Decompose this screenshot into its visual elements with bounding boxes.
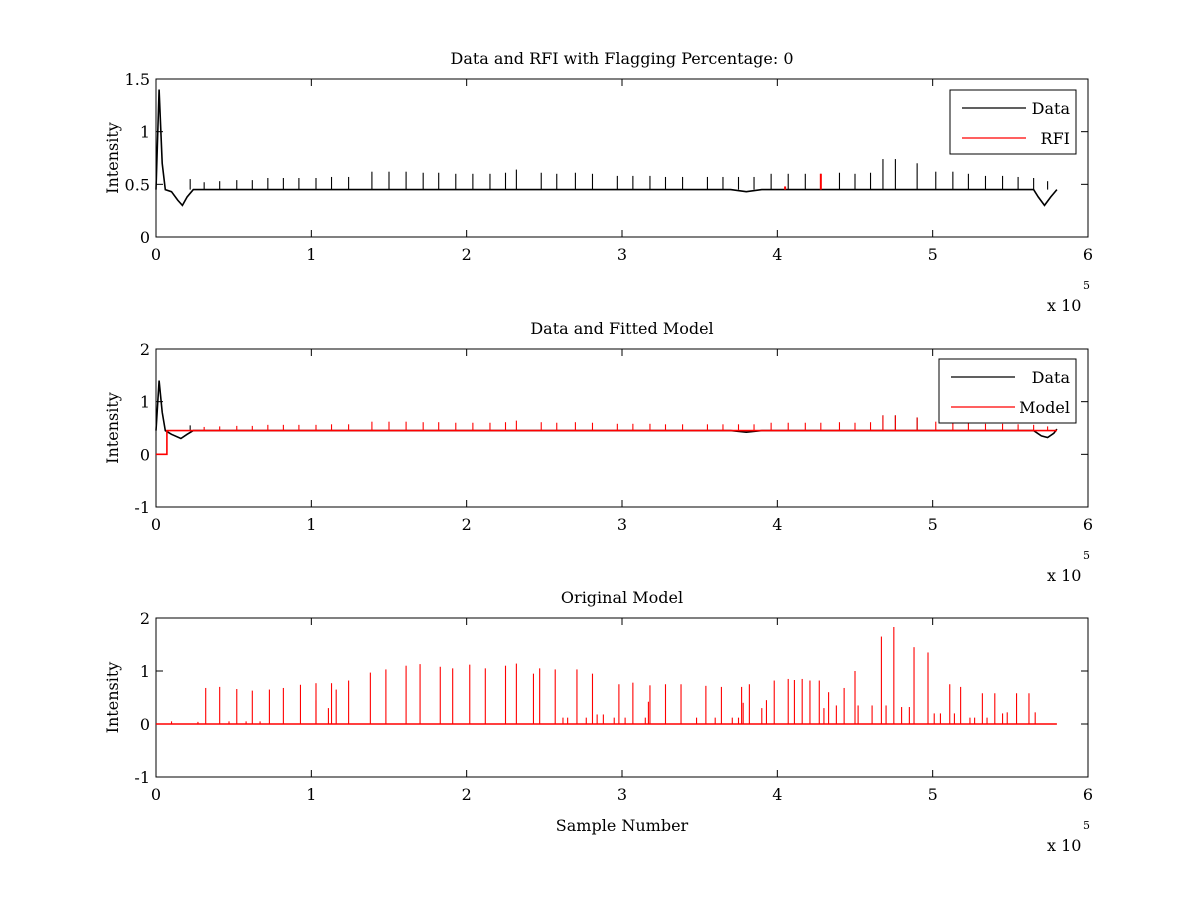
x-tick-label: 1	[306, 245, 316, 264]
x-multiplier-exponent: 5	[1083, 549, 1090, 562]
x-tick-label: 3	[617, 245, 627, 264]
series-line	[156, 627, 1057, 725]
x-tick-label: 2	[462, 245, 472, 264]
y-tick-label: 0.5	[125, 175, 150, 194]
y-tick-label: 1	[140, 123, 150, 142]
x-tick-label: 6	[1083, 785, 1093, 804]
legend-box	[949, 89, 1077, 155]
x-tick-label: 5	[928, 245, 938, 264]
x-tick-label: 5	[928, 515, 938, 534]
x-tick-label: 1	[306, 515, 316, 534]
legend-box	[938, 358, 1077, 424]
y-axis-label: Intensity	[103, 662, 122, 734]
x-tick-label: 0	[151, 245, 161, 264]
x-multiplier-exponent: 5	[1083, 819, 1090, 832]
x-tick-label: 4	[772, 785, 782, 804]
series-baseline	[156, 429, 1057, 456]
y-tick-label: 0	[140, 715, 150, 734]
x-multiplier: x 10	[1047, 836, 1081, 855]
axes-frame	[155, 78, 1089, 238]
x-multiplier: x 10	[1047, 296, 1081, 315]
x-multiplier: x 10	[1047, 566, 1081, 585]
y-tick-label: 1	[140, 662, 150, 681]
x-tick-label: 6	[1083, 245, 1093, 264]
y-tick-label: 1.5	[125, 70, 150, 89]
y-axis-label: Intensity	[103, 392, 122, 464]
legend-label: Data	[1032, 368, 1071, 387]
legend-label: Model	[1019, 398, 1070, 417]
y-tick-label: 2	[140, 340, 150, 359]
series-baseline	[155, 89, 1058, 207]
x-tick-label: 0	[151, 785, 161, 804]
axes-frame	[155, 617, 1089, 778]
x-multiplier-exponent: 5	[1083, 279, 1090, 292]
series-model	[156, 415, 1057, 456]
y-tick-label: 0	[140, 228, 150, 247]
x-tick-label: 1	[306, 785, 316, 804]
subplot-1: 0 1 2 3 4 5 6 0 0.5 1 1.5 Data and RFI with Flaggin…	[103, 49, 1093, 315]
y-tick-label: 0	[140, 445, 150, 464]
x-tick-label: 4	[772, 245, 782, 264]
series-rfi	[784, 173, 822, 190]
x-tick-label: 0	[151, 515, 161, 534]
legend: Data Model	[938, 358, 1077, 424]
x-tick-label: 2	[462, 515, 472, 534]
legend-label: RFI	[1041, 129, 1070, 148]
plot-title: Data and RFI with Flagging Percentage: 0	[450, 49, 793, 68]
y-tick-label: -1	[134, 498, 150, 517]
y-axis-label: Intensity	[103, 122, 122, 194]
plot-title: Original Model	[561, 588, 683, 607]
axes-frame	[155, 348, 1089, 508]
y-tick-label: 2	[140, 609, 150, 628]
x-tick-label: 3	[617, 515, 627, 534]
x-tick-label: 6	[1083, 515, 1093, 534]
legend-label: Data	[1032, 99, 1071, 118]
legend: Data RFI	[949, 89, 1077, 155]
x-tick-label: 2	[462, 785, 472, 804]
plot-title: Data and Fitted Model	[530, 319, 713, 338]
x-tick-label: 4	[772, 515, 782, 534]
x-tick-label: 3	[617, 785, 627, 804]
y-tick-label: -1	[134, 768, 150, 787]
x-axis-label: Sample Number	[556, 816, 689, 835]
y-tick-label: 1	[140, 393, 150, 412]
x-tick-label: 5	[928, 785, 938, 804]
